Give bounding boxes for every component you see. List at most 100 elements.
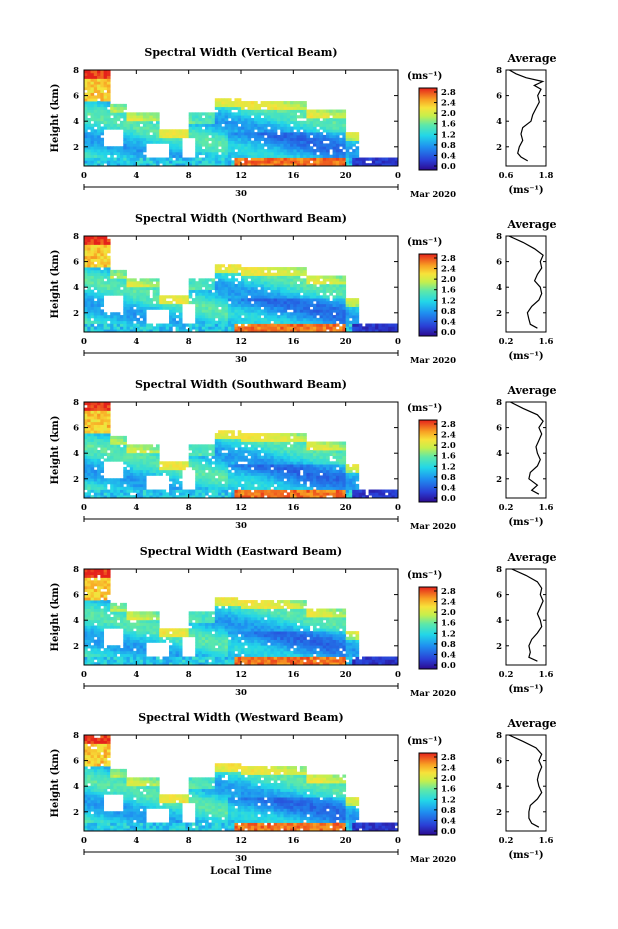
heatmap-cell xyxy=(106,120,111,125)
heatmap-cell xyxy=(234,483,239,488)
heatmap-cell xyxy=(283,149,288,153)
heatmap-cell xyxy=(172,464,176,468)
heatmap-cell xyxy=(332,475,337,479)
heatmap-cell xyxy=(205,140,209,144)
heatmap-cell xyxy=(303,458,307,462)
heatmap-cell xyxy=(123,160,127,164)
heatmap-cell xyxy=(303,109,307,113)
heatmap-cell xyxy=(129,149,134,153)
heatmap-cell xyxy=(247,269,252,274)
heatmap-cell xyxy=(234,134,239,139)
heatmap-cell xyxy=(103,275,108,279)
heatmap-cell xyxy=(205,317,209,322)
heatmap-cell xyxy=(188,278,193,282)
heatmap-cell xyxy=(165,323,170,327)
heatmap-cell xyxy=(283,315,288,319)
heatmap-cell xyxy=(319,303,324,307)
heatmap-cell xyxy=(198,151,203,156)
heatmap-cell xyxy=(103,458,108,462)
heatmap-cell xyxy=(126,475,131,479)
heatmap-cell xyxy=(155,489,160,493)
heatmap-cell xyxy=(276,472,281,476)
heatmap-cell xyxy=(329,475,333,479)
heatmap-cell xyxy=(237,157,242,161)
heatmap-cell xyxy=(358,323,363,327)
heatmap-cell xyxy=(247,472,252,476)
heatmap-cell xyxy=(84,492,88,496)
heatmap-cell xyxy=(283,106,288,110)
heatmap-cell xyxy=(116,478,121,482)
heatmap-cell xyxy=(339,154,343,158)
heatmap-cell xyxy=(169,472,173,476)
heatmap-cell xyxy=(103,103,108,108)
heatmap-cell xyxy=(227,306,232,310)
heatmap-cell xyxy=(221,323,226,327)
panel-title: Spectral Width (Southward Beam) xyxy=(135,378,347,391)
heatmap-cell xyxy=(172,146,176,150)
heatmap-cell xyxy=(231,300,235,305)
heatmap-cell xyxy=(221,315,226,319)
heatmap-cell xyxy=(149,452,154,457)
heatmap-cell xyxy=(178,483,183,488)
heatmap-cell xyxy=(188,489,193,493)
heatmap-cell xyxy=(326,475,330,479)
heatmap-cell xyxy=(293,286,297,291)
heatmap-cell xyxy=(303,323,307,327)
heatmap-cell xyxy=(319,447,324,451)
heatmap-cell xyxy=(93,250,98,254)
heatmap-cell xyxy=(211,278,216,282)
heatmap-cell xyxy=(97,458,101,462)
heatmap-cell xyxy=(126,329,131,333)
heatmap-cell xyxy=(254,112,258,116)
heatmap-cell xyxy=(93,469,98,473)
heatmap-cell xyxy=(368,326,373,330)
heatmap-cell xyxy=(84,472,88,476)
heatmap-cell xyxy=(273,118,278,122)
heatmap-cell xyxy=(339,483,343,488)
heatmap-cell xyxy=(142,132,147,136)
heatmap-cell xyxy=(191,134,196,139)
heatmap-cell xyxy=(90,469,95,473)
heatmap-cell xyxy=(345,137,350,141)
heatmap-cell xyxy=(191,298,196,302)
heatmap-cell xyxy=(286,106,291,110)
heatmap-cell xyxy=(93,157,98,161)
heatmap-cell xyxy=(106,264,111,268)
heatmap-cell xyxy=(139,281,144,285)
heatmap-cell xyxy=(205,306,209,310)
heatmap-cell xyxy=(142,295,147,299)
heatmap-cell xyxy=(214,486,219,490)
heatmap-cell xyxy=(87,267,91,271)
heatmap-cell xyxy=(342,298,347,302)
heatmap-cell xyxy=(339,466,343,471)
heatmap-cell xyxy=(332,481,337,485)
heatmap-cell xyxy=(273,146,278,150)
heatmap-cell xyxy=(201,469,206,473)
heatmap-cell xyxy=(247,151,252,156)
heatmap-cell xyxy=(247,303,252,307)
heatmap-cell xyxy=(172,492,176,496)
heatmap-cell xyxy=(241,118,245,122)
heatmap-cell xyxy=(358,163,363,167)
heatmap-cell xyxy=(329,329,333,333)
heatmap-cell xyxy=(241,146,245,150)
heatmap-cell xyxy=(247,320,252,324)
heatmap-cell xyxy=(254,267,258,271)
heatmap-cell xyxy=(123,106,127,110)
heatmap-cell xyxy=(290,323,294,327)
heatmap-cell xyxy=(97,84,101,88)
heatmap-cell xyxy=(93,143,98,147)
heatmap-cell xyxy=(87,424,91,428)
heatmap-cell xyxy=(319,312,324,316)
heatmap-cell xyxy=(100,469,105,473)
heatmap-cell xyxy=(309,126,314,130)
heatmap-cell xyxy=(260,143,265,147)
heatmap-cell xyxy=(247,132,252,136)
heatmap-cell xyxy=(329,281,333,285)
heatmap-cell xyxy=(136,492,140,496)
heatmap-cell xyxy=(116,106,121,110)
heatmap-cell xyxy=(250,309,255,313)
heatmap-cell xyxy=(283,267,288,271)
heatmap-cell xyxy=(237,452,242,457)
heatmap-cell xyxy=(309,486,314,490)
